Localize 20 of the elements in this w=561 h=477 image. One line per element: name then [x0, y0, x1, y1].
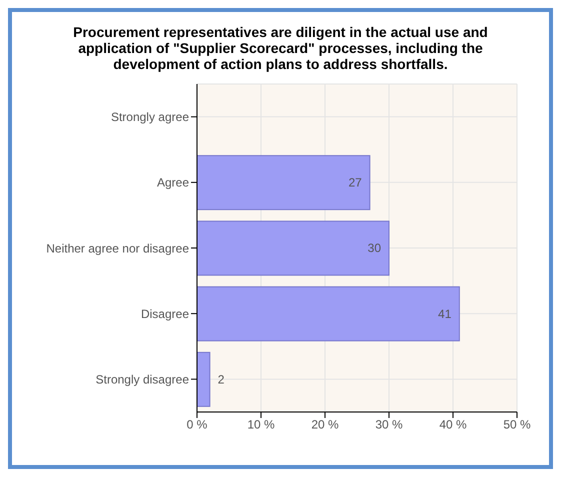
- data-label: 27: [348, 176, 362, 190]
- y-tick-label: Strongly agree: [110, 110, 190, 124]
- data-label: 2: [218, 372, 225, 386]
- data-label: 30: [368, 241, 382, 256]
- x-tick-label: 30 %: [375, 418, 403, 432]
- x-tick-label: 10 %: [247, 418, 275, 432]
- bar: [197, 286, 460, 342]
- bar: [197, 220, 390, 276]
- chart-title: Procurement representatives are diligent in the actual use and application of "Supplier Scorecard" processes, including the development of action plans to address shortfalls.: [72, 23, 489, 72]
- x-tick-label: 0 %: [186, 418, 208, 432]
- y-tick-label: Strongly disagree: [96, 372, 190, 386]
- y-tick-label: Neither agree nor disagree: [46, 241, 190, 256]
- x-tick-label: 50 %: [503, 418, 531, 432]
- y-tick-label: Disagree: [140, 306, 190, 321]
- y-tick-label: Agree: [156, 176, 190, 190]
- bar: [197, 155, 370, 210]
- bar: [197, 352, 210, 407]
- x-tick-label: 40 %: [439, 418, 467, 432]
- data-label: 41: [438, 306, 452, 321]
- x-tick-label: 20 %: [311, 418, 339, 432]
